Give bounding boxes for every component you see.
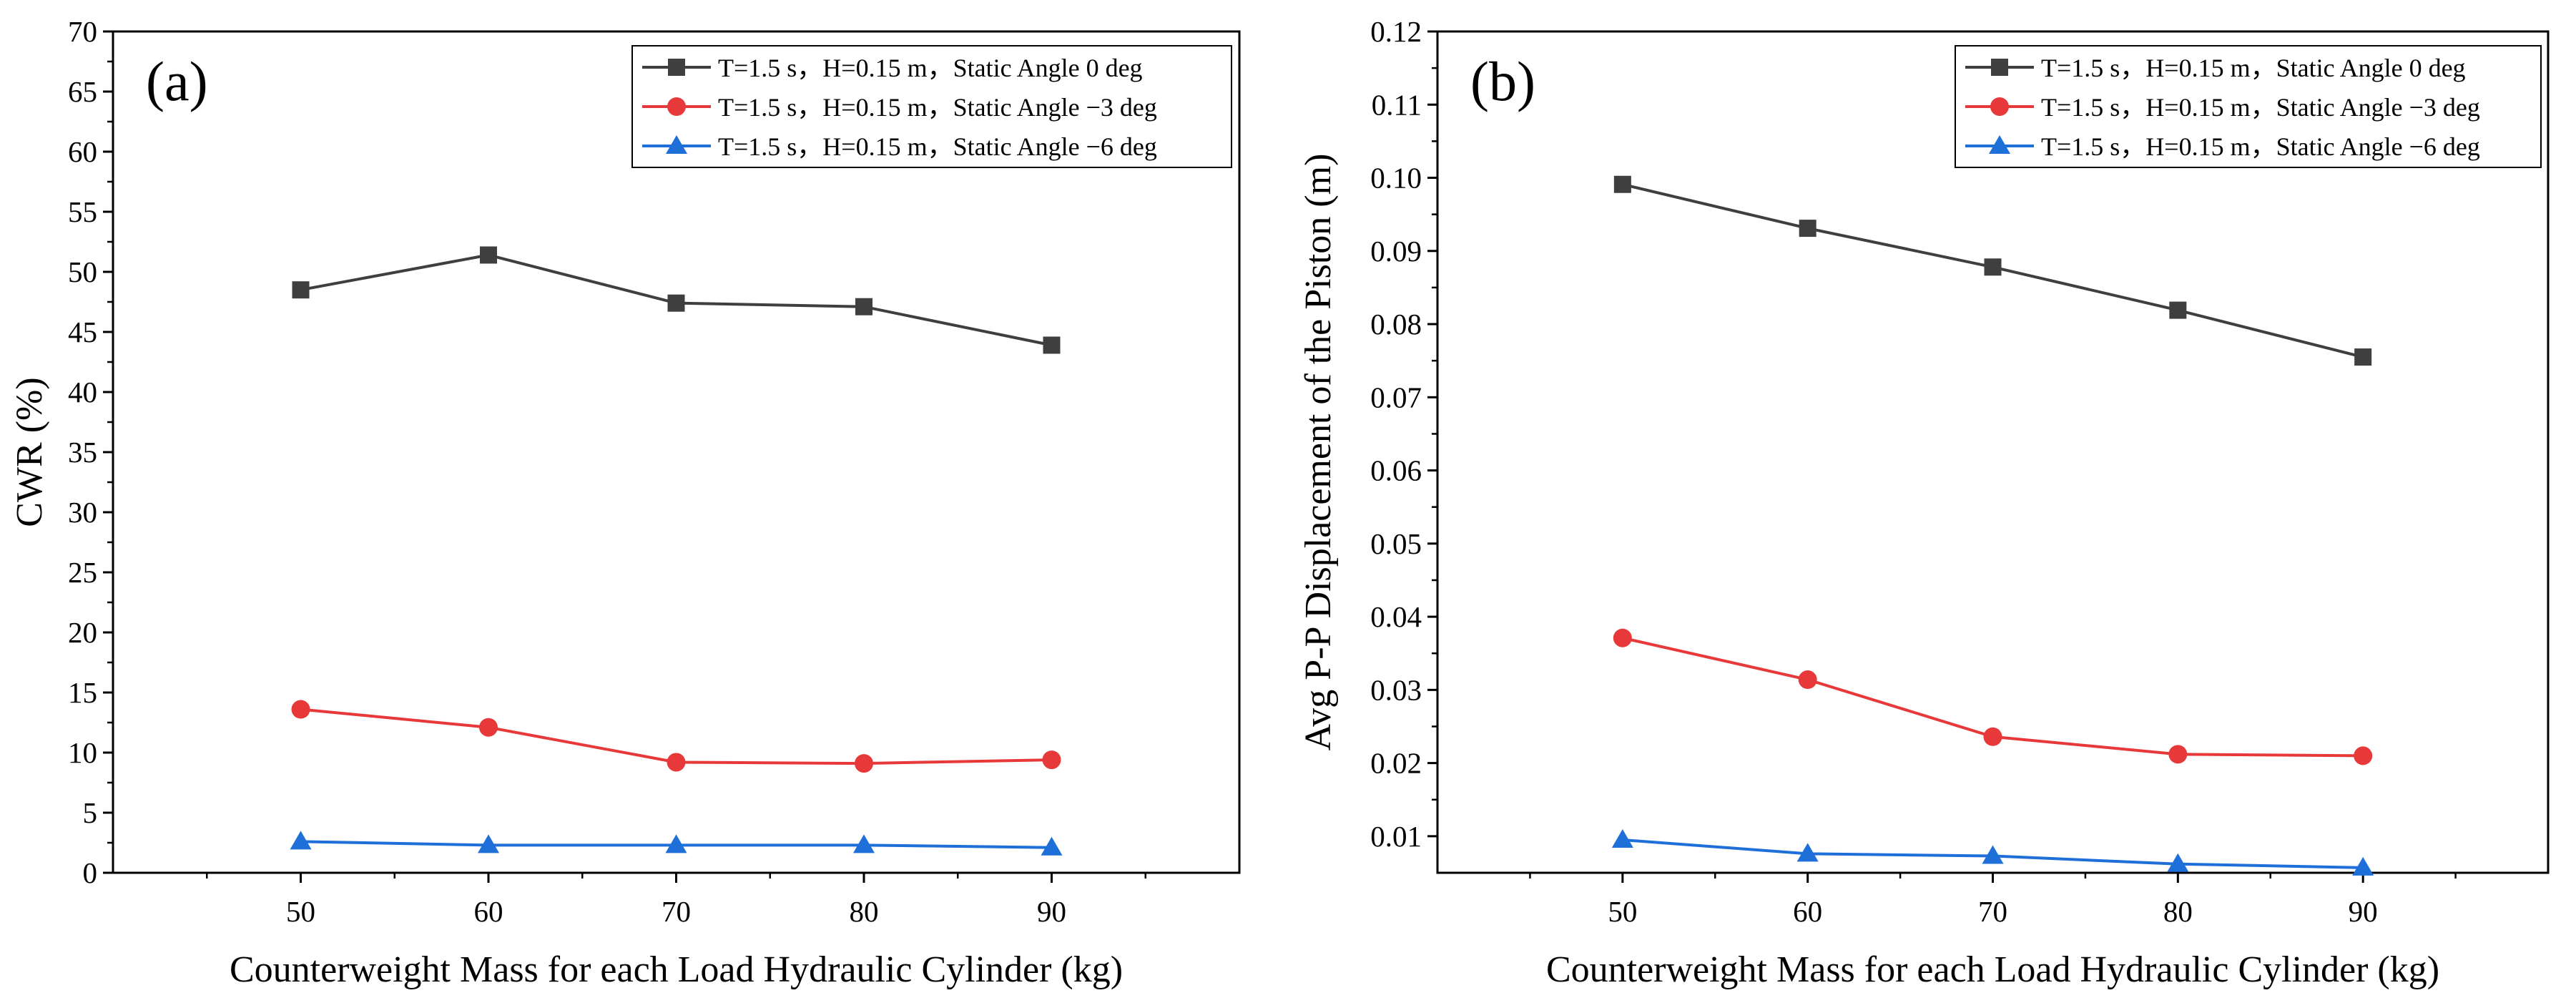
y-tick-label: 0.08: [1370, 308, 1422, 341]
legend: T=1.5 s，H=0.15 m，Static Angle 0 deg T=1.5…: [631, 45, 1232, 168]
data-point-square-marker: [1613, 175, 1631, 193]
y-tick-label: 5: [83, 796, 98, 829]
y-tick-label: 30: [68, 496, 97, 529]
y-tick-label: 0.10: [1370, 162, 1422, 195]
legend-square-marker: [668, 59, 685, 76]
y-tick-label: 65: [68, 75, 97, 108]
data-point-triangle-marker: [478, 834, 499, 853]
y-tick-label: 0.11: [1372, 88, 1422, 121]
legend-triangle-marker: [666, 135, 687, 154]
data-point-square-marker: [480, 246, 497, 264]
data-point-circle-marker: [1798, 670, 1817, 690]
y-tick-label: 55: [68, 195, 97, 228]
legend-label: T=1.5 s，H=0.15 m，Static Angle −6 deg: [2041, 132, 2480, 161]
data-point-circle-marker: [291, 700, 310, 719]
y-tick-label: 60: [68, 135, 97, 168]
data-point-triangle-marker: [2352, 856, 2374, 876]
x-tick-label: 50: [286, 895, 315, 928]
data-point-triangle-marker: [1796, 843, 1819, 862]
data-point-circle-marker: [1983, 727, 2002, 746]
data-point-square-marker: [667, 294, 685, 312]
legend-label: T=1.5 s，H=0.15 m，Static Angle 0 deg: [2041, 54, 2466, 82]
data-point-circle-marker: [1613, 628, 1632, 647]
data-point-circle-marker: [479, 718, 498, 737]
y-tick-label: 0.05: [1370, 527, 1422, 560]
data-point-triangle-marker: [1041, 836, 1063, 856]
legend-circle-marker: [1990, 97, 2009, 116]
y-tick-label: 0.03: [1370, 673, 1422, 706]
x-tick-label: 60: [474, 895, 503, 928]
series-2: [1611, 828, 2374, 876]
y-tick-label: 0.06: [1370, 454, 1422, 487]
x-tick-label: 70: [1978, 895, 2007, 928]
data-point-circle-marker: [667, 753, 686, 772]
x-tick-label: 90: [1037, 895, 1066, 928]
y-tick-label: 0: [83, 856, 98, 889]
data-point-circle-marker: [2168, 745, 2188, 764]
y-tick-label: 35: [68, 436, 97, 469]
legend: T=1.5 s，H=0.15 m，Static Angle 0 deg T=1.5…: [1955, 45, 2542, 168]
data-point-triangle-marker: [1611, 828, 1633, 848]
x-tick-label: 90: [2349, 895, 2378, 928]
data-point-square-marker: [2354, 348, 2372, 366]
chart-panel-a: 50 60 70 80 90 0 5 10 15 20 25 30 35 40 45 50 55 60 65 70 Co…: [9, 15, 1241, 990]
panel-label: (b): [1470, 50, 1535, 112]
legend-triangle-marker: [1989, 135, 2010, 154]
y-tick-label: 0.09: [1370, 235, 1422, 268]
panel-label: (a): [146, 50, 208, 112]
legend-square-marker: [1991, 59, 2008, 76]
data-point-triangle-marker: [853, 834, 875, 853]
y-tick-label: 70: [68, 15, 97, 48]
y-tick-label: 0.02: [1370, 747, 1422, 780]
series-1: [291, 700, 1061, 773]
y-tick-label: 45: [68, 315, 97, 348]
data-point-triangle-marker: [1982, 845, 2004, 864]
y-tick-label: 0.01: [1370, 820, 1422, 853]
x-tick-label: 70: [662, 895, 691, 928]
legend-box: [631, 45, 1232, 168]
series-2: [290, 831, 1063, 856]
legend-circle-marker: [667, 97, 686, 116]
y-tick-label: 10: [68, 736, 97, 769]
chart-panel-b: 50 60 70 80 90 0.01 0.02 0.03 0.04 0.05 0.06 0.07 0.…: [1298, 15, 2550, 990]
y-tick-label: 0.07: [1370, 381, 1422, 414]
data-point-square-marker: [2169, 301, 2187, 319]
data-point-square-marker: [1984, 258, 2002, 276]
legend-box: [1955, 45, 2542, 168]
y-tick-label: 0.04: [1370, 600, 1422, 633]
data-point-circle-marker: [855, 754, 873, 773]
x-axis-title: Counterweight Mass for each Load Hydraul…: [230, 949, 1123, 990]
data-point-square-marker: [855, 298, 872, 315]
y-axis-title: Avg P-P Displacement of the Piston (m): [1298, 154, 1339, 751]
series-1: [1613, 628, 2373, 765]
legend-label: T=1.5 s，H=0.15 m，Static Angle −3 deg: [2041, 93, 2480, 122]
series-0: [1613, 175, 2372, 366]
y-tick-label: 15: [68, 676, 97, 709]
data-point-square-marker: [1043, 336, 1061, 354]
legend-label: T=1.5 s，H=0.15 m，Static Angle −6 deg: [718, 132, 1157, 161]
y-tick-label: 40: [68, 376, 97, 408]
data-point-triangle-marker: [2167, 853, 2189, 872]
data-point-triangle-marker: [665, 834, 687, 853]
data-point-square-marker: [292, 281, 310, 299]
x-tick-label: 80: [2163, 895, 2193, 928]
series-0: [292, 246, 1061, 354]
y-tick-label: 25: [68, 556, 97, 589]
x-tick-label: 60: [1793, 895, 1822, 928]
legend-label: T=1.5 s，H=0.15 m，Static Angle 0 deg: [718, 54, 1143, 82]
y-tick-label: 0.12: [1370, 15, 1422, 48]
data-point-triangle-marker: [290, 831, 312, 850]
x-tick-label: 50: [1608, 895, 1637, 928]
data-point-circle-marker: [1042, 750, 1061, 770]
x-tick-label: 80: [850, 895, 879, 928]
y-tick-label: 50: [68, 255, 97, 288]
y-axis-title: CWR (%): [9, 377, 50, 527]
y-tick-label: 20: [68, 616, 97, 649]
data-point-square-marker: [1799, 220, 1817, 238]
x-axis-title: Counterweight Mass for each Load Hydraul…: [1546, 949, 2439, 990]
data-point-circle-marker: [2354, 746, 2373, 765]
legend-label: T=1.5 s，H=0.15 m，Static Angle −3 deg: [718, 93, 1157, 122]
